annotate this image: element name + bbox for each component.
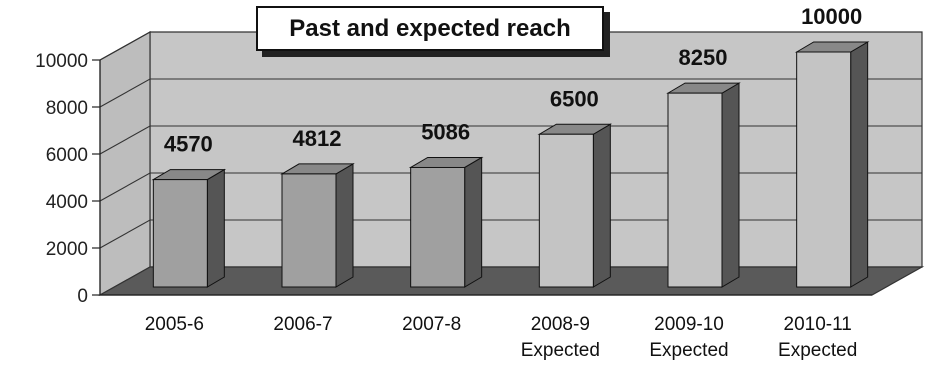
bar-side — [592, 123, 611, 288]
bar-side — [335, 163, 354, 288]
x-tick-label: 2010-11 — [784, 314, 852, 335]
data-label: 10000 — [801, 4, 862, 29]
bars — [151, 41, 870, 288]
bar — [796, 51, 852, 288]
x-tick-label: Expected — [778, 340, 857, 361]
bar-side — [721, 82, 740, 288]
x-tick-label: Expected — [649, 340, 728, 361]
bar — [538, 133, 594, 288]
side-wall — [99, 30, 151, 297]
bar — [667, 92, 723, 288]
bar-side — [206, 168, 225, 288]
gridline — [99, 125, 922, 155]
data-label: 8250 — [679, 45, 728, 70]
y-tick-label: 10000 — [35, 51, 88, 72]
x-tick-label: 2005-6 — [145, 314, 204, 335]
gridlines — [99, 31, 922, 249]
gridline — [99, 219, 922, 249]
data-label: 4812 — [293, 126, 342, 151]
bar — [281, 173, 337, 288]
chart-title: Past and expected reach — [256, 6, 604, 51]
y-tick-label: 2000 — [46, 239, 88, 260]
bar — [152, 179, 208, 288]
data-label: 4570 — [164, 132, 213, 157]
x-axis-labels: 2005-6 2006-7 2007-8 2008-9 Expected 2009-10 E… — [145, 314, 858, 361]
gridline — [99, 172, 922, 202]
gridline — [99, 31, 922, 61]
x-tick-label: 2007-8 — [402, 314, 461, 335]
y-tick-label: 4000 — [46, 192, 88, 213]
bar-side — [464, 156, 483, 288]
y-axis: 0 2000 4000 6000 8000 10000 — [35, 51, 872, 307]
x-tick-label: 2006-7 — [273, 314, 332, 335]
data-label: 6500 — [550, 86, 599, 111]
bar-side — [850, 41, 869, 288]
x-tick-label: Expected — [521, 340, 600, 361]
y-tick-label: 6000 — [46, 145, 88, 166]
gridline — [99, 78, 922, 108]
data-labels: 4570 4812 5086 6500 8250 10000 — [164, 4, 862, 157]
x-tick-label: 2009-10 — [654, 314, 724, 335]
y-tick-label: 0 — [77, 286, 88, 307]
bar — [410, 166, 466, 288]
y-tick-label: 8000 — [46, 98, 88, 119]
x-tick-label: 2008-9 — [531, 314, 590, 335]
data-label: 5086 — [421, 119, 470, 144]
